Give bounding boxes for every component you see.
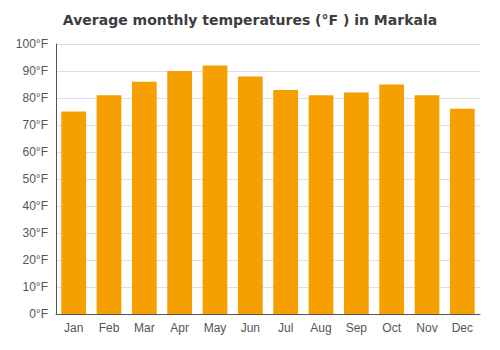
svg-text:Dec: Dec — [452, 321, 473, 335]
svg-text:Apr: Apr — [170, 321, 189, 335]
svg-text:100°F: 100°F — [16, 37, 48, 51]
svg-text:30°F: 30°F — [23, 226, 48, 240]
svg-text:Sep: Sep — [346, 321, 368, 335]
svg-text:80°F: 80°F — [23, 91, 48, 105]
svg-text:Jun: Jun — [241, 321, 260, 335]
svg-text:Jul: Jul — [278, 321, 293, 335]
svg-text:60°F: 60°F — [23, 145, 48, 159]
svg-text:70°F: 70°F — [23, 118, 48, 132]
svg-text:Jan: Jan — [64, 321, 83, 335]
svg-text:Aug: Aug — [310, 321, 331, 335]
svg-text:20°F: 20°F — [23, 253, 48, 267]
svg-text:90°F: 90°F — [23, 64, 48, 78]
svg-text:May: May — [204, 321, 227, 335]
svg-text:Mar: Mar — [134, 321, 155, 335]
svg-text:Feb: Feb — [99, 321, 120, 335]
svg-text:Nov: Nov — [416, 321, 437, 335]
svg-text:50°F: 50°F — [23, 172, 48, 186]
svg-text:Oct: Oct — [382, 321, 401, 335]
svg-text:10°F: 10°F — [23, 280, 48, 294]
svg-text:Average monthly temperatures (: Average monthly temperatures (°F ) in Ma… — [63, 12, 437, 28]
svg-text:40°F: 40°F — [23, 199, 48, 213]
svg-text:0°F: 0°F — [29, 307, 48, 321]
